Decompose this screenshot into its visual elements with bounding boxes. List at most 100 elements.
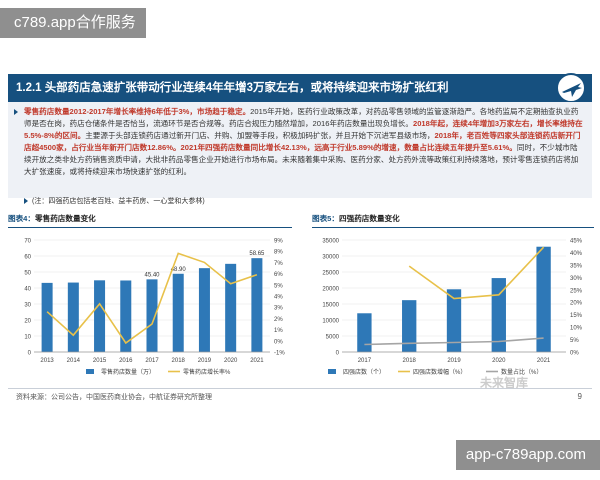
- data-label: 48.90: [171, 267, 187, 273]
- y-tick-label-left: 0: [28, 351, 32, 357]
- line-series-1: [408, 246, 545, 300]
- plane-logo-icon: [562, 83, 582, 97]
- legend-label: 数量占比（%）: [501, 368, 542, 376]
- summary-text-2: 2015年开始，医药行业政策改革，对药品零售领域的监管逐渐趋严。各地药监局不定期…: [24, 107, 579, 128]
- footnote: (注：四强药店包括老百姓、益丰药房、一心堂和大参林): [24, 196, 205, 206]
- watermark: 未来智库: [480, 376, 529, 390]
- y-tick-label-right: 9%: [274, 239, 283, 245]
- y-tick-label-right: 2%: [274, 317, 283, 323]
- y-tick-label-left: 25000: [322, 271, 339, 277]
- page-number: 9: [577, 392, 582, 401]
- data-label: 58.65: [249, 251, 265, 257]
- y-tick-label-right: 40%: [570, 251, 583, 257]
- summary-text-4: 主要源于头部连锁药店通过新开门店、并购、加盟等手段，积极加码扩张，并且开始下沉进…: [85, 131, 435, 140]
- bullet-icon: [14, 109, 18, 115]
- x-tick-label: 2019: [447, 358, 461, 364]
- y-tick-label-right: 25%: [570, 288, 583, 294]
- y-tick-label-right: 1%: [274, 328, 283, 334]
- bar-2015: [94, 280, 106, 352]
- top4-pharmacy-count-chart: 0 5000 10000 15000 20000 25000 30000 35000 0% 5% 1…: [322, 239, 583, 377]
- top-banner[interactable]: c789.app合作服务: [0, 8, 146, 38]
- y-tick-label-right: 20%: [570, 301, 583, 307]
- y-tick-label-left: 30000: [322, 255, 339, 261]
- x-tick-label: 2019: [198, 358, 212, 364]
- bar-2021: [536, 246, 551, 352]
- x-tick-label: 2015: [93, 358, 107, 364]
- legend-label: 零售药店数量（万）: [101, 368, 155, 376]
- bar-2021: [251, 258, 263, 352]
- bar-2017: [357, 313, 372, 352]
- line-series-1: [46, 252, 258, 345]
- figure-5-title: 图表5：四强药店数量变化: [312, 212, 594, 228]
- y-tick-label-right: 6%: [274, 272, 283, 278]
- bullet-icon: [24, 198, 28, 205]
- y-tick-label-left: 10000: [322, 319, 339, 325]
- company-logo: [556, 73, 586, 103]
- y-tick-label-right: 4%: [274, 295, 283, 301]
- y-tick-label-left: 20000: [322, 287, 339, 293]
- y-tick-label-left: 40: [24, 287, 31, 293]
- x-tick-label: 2017: [358, 358, 372, 364]
- x-tick-label: 2021: [537, 358, 551, 364]
- y-tick-label-right: 8%: [274, 250, 283, 256]
- bar-2014: [67, 282, 79, 352]
- x-tick-label: 2018: [403, 358, 417, 364]
- bar-2018: [402, 300, 417, 352]
- y-tick-label-right: 5%: [570, 338, 579, 344]
- bar-2020: [225, 263, 237, 352]
- y-tick-label-right: 3%: [274, 306, 283, 312]
- y-tick-label-right: 35%: [570, 263, 583, 269]
- figure-5-number: 图表5：: [312, 214, 340, 223]
- y-tick-label-right: 7%: [274, 261, 283, 267]
- bottom-banner[interactable]: app-c789app.com: [455, 440, 600, 470]
- bar-2019: [446, 289, 462, 352]
- y-tick-label-left: 60: [24, 255, 31, 261]
- y-tick-label-right: 10%: [570, 326, 583, 332]
- y-tick-label-left: 20: [24, 319, 31, 325]
- legend-label: 零售药店增长率%: [183, 368, 231, 376]
- bar-2018: [172, 273, 184, 352]
- legend-label: 四强店数增幅（%）: [413, 368, 466, 376]
- y-tick-label-right: 0%: [274, 339, 283, 345]
- y-tick-label-right: 30%: [570, 276, 583, 282]
- summary-highlight-3: 2018年，老百姓等四家头部连锁药店新开门店超4500家，占行业当年新开门店数1…: [24, 131, 581, 152]
- y-tick-label-left: 15000: [322, 303, 339, 309]
- bar-2017: [146, 279, 158, 352]
- footnote-text: (注：四强药店包括老百姓、益丰药房、一心堂和大参林): [32, 198, 205, 205]
- figure-4-label: 零售药店数量变化: [35, 214, 96, 223]
- figure-4-number: 图表4：: [8, 214, 36, 223]
- x-tick-label: 2016: [119, 358, 133, 364]
- figure-5-label: 四强药店数量变化: [339, 214, 400, 223]
- figure-4-title: 图表4：零售药店数量变化: [8, 212, 292, 228]
- summary-text: 零售药店数量2012-2017年增长率维持6年低于3%，市场趋于稳定。2015年…: [8, 102, 592, 198]
- y-tick-label-right: -1%: [274, 351, 285, 357]
- y-tick-label-left: 35000: [322, 239, 339, 245]
- x-tick-label: 2021: [250, 358, 264, 364]
- x-tick-label: 2020: [224, 358, 238, 364]
- summary-highlight-2: 2018年起，连续4年增加3万家左右，增长率维持在5.5%-8%的区间。: [24, 119, 583, 140]
- y-tick-label-left: 10: [24, 335, 31, 341]
- bar-2020: [491, 278, 506, 352]
- summary-highlight-1: 零售药店数量2012-2017年增长率维持6年低于3%，市场趋于稳定。: [24, 107, 251, 116]
- data-label: 45.40: [144, 272, 160, 278]
- bar-2016: [120, 280, 132, 352]
- y-tick-label-left: 5000: [326, 335, 340, 341]
- x-tick-label: 2013: [40, 358, 54, 364]
- legend-swatch: [86, 369, 94, 374]
- y-tick-label-left: 0: [336, 351, 340, 357]
- section-title: 1.2.1 头部药店急速扩张带动行业连续4年年增3万家左右，或将持续迎来市场扩张…: [8, 74, 592, 102]
- y-tick-label-right: 15%: [570, 313, 583, 319]
- footer-divider: [8, 388, 592, 389]
- summary-text-6: 同时，不少城市陆续开放之类非处方药销售资质申请，大批非药品零售企业开始进行市场布…: [24, 143, 579, 176]
- y-tick-label-left: 30: [24, 303, 31, 309]
- bar-2013: [41, 282, 53, 352]
- y-tick-label-right: 5%: [274, 283, 283, 289]
- x-tick-label: 2017: [145, 358, 159, 364]
- x-tick-label: 2018: [172, 358, 186, 364]
- x-tick-label: 2014: [67, 358, 81, 364]
- bar-2019: [198, 268, 210, 352]
- y-tick-label-right: 45%: [570, 239, 583, 245]
- legend-label: 四强店数（个）: [343, 368, 385, 376]
- legend-swatch: [328, 369, 336, 374]
- y-tick-label-left: 70: [24, 239, 31, 245]
